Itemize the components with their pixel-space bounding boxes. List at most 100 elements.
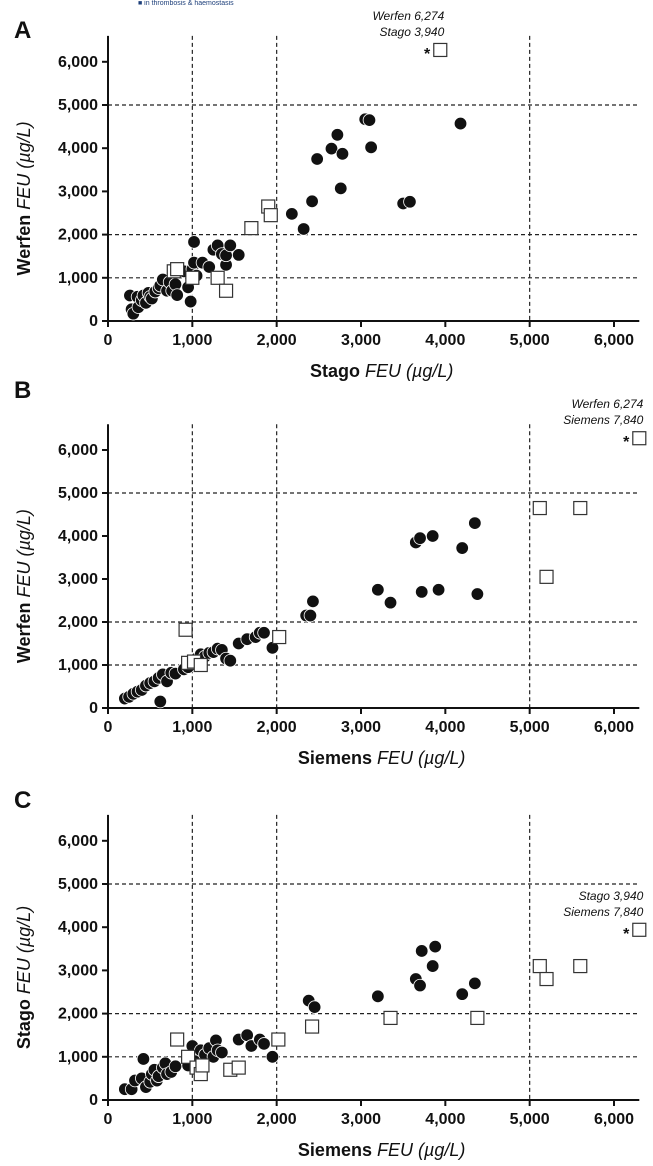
data-point-square [383, 1010, 398, 1026]
x-tick-label: 2,000 [257, 719, 297, 736]
outlier-note-line: Stago 3,940 [579, 889, 644, 903]
y-axis-title: Werfen FEU (µg/L) [14, 121, 34, 275]
outlier-asterisk: * [623, 434, 630, 451]
data-point-square [170, 262, 185, 277]
data-point-square [470, 1010, 485, 1026]
journal-header-strip: ■ in thrombosis & haemostasis [138, 0, 234, 7]
outlier-note-line: Werfen 6,274 [571, 397, 643, 411]
data-point-circle [470, 587, 485, 601]
data-point-square [573, 500, 588, 516]
y-tick-label: 0 [89, 313, 98, 330]
y-tick-label: 2,000 [58, 614, 98, 631]
data-point-square [170, 1032, 185, 1047]
data-point-circle [330, 128, 345, 142]
y-tick-label: 6,000 [58, 833, 98, 850]
data-point-circle [413, 978, 427, 993]
data-point-circle [232, 248, 246, 262]
y-tick-label: 4,000 [58, 140, 98, 157]
y-tick-label: 1,000 [58, 657, 98, 674]
outlier-note-line: Stago 3,940 [380, 25, 445, 39]
data-point-circle [425, 529, 440, 543]
data-point-square [193, 657, 208, 673]
panel-b: B 0 1,000 2,000 3,000 4,000 5,000 6,000 0 1,000 2,… [14, 377, 647, 768]
y-tick-label: 1,000 [58, 1049, 98, 1066]
data-point-square [573, 958, 588, 974]
y-tick-label: 6,000 [58, 54, 98, 71]
y-tick-label: 0 [89, 1092, 98, 1109]
data-point-circle [257, 626, 271, 640]
x-tick-label: 2,000 [257, 1111, 297, 1128]
data-point-circle [371, 989, 385, 1004]
data-point-square [210, 270, 225, 285]
data-point-square [181, 1049, 196, 1064]
y-tick-label: 1,000 [58, 270, 98, 287]
y-tick-label: 2,000 [58, 1006, 98, 1023]
data-point-circle [364, 140, 378, 155]
x-tick-label: 6,000 [594, 1111, 634, 1128]
data-point-square [304, 1019, 320, 1034]
outlier-note-line: Werfen 6,274 [372, 9, 444, 23]
x-tick-label: 0 [104, 1111, 113, 1128]
x-tick-label: 0 [104, 332, 113, 349]
x-tick-label: 5,000 [510, 332, 550, 349]
data-point-square [632, 431, 647, 446]
x-tick-label: 1,000 [172, 1111, 212, 1128]
x-tick-label: 6,000 [594, 719, 634, 736]
y-tick-label: 6,000 [58, 442, 98, 459]
x-tick-label: 6,000 [594, 332, 634, 349]
data-point-square [244, 221, 259, 236]
data-point-circle [415, 944, 429, 958]
y-axis-title: Werfen FEU (µg/L) [14, 509, 34, 663]
data-point-square [632, 922, 647, 937]
y-tick-label: 3,000 [58, 962, 98, 979]
y-tick-label: 3,000 [58, 571, 98, 588]
data-point-square [433, 42, 448, 58]
data-point-circle [415, 585, 429, 599]
x-tick-label: 1,000 [172, 332, 212, 349]
data-point-square [185, 270, 200, 285]
data-point-circle [187, 235, 201, 249]
x-tick-label: 2,000 [257, 332, 297, 349]
x-tick-label: 0 [104, 719, 113, 736]
data-point-circle [371, 583, 385, 597]
data-point-square [539, 971, 554, 987]
data-point-circle [431, 583, 446, 597]
data-point-square [271, 1032, 286, 1047]
data-point-circle [383, 595, 398, 610]
data-point-circle [183, 294, 198, 309]
x-axis-title: Siemens FEU (µg/L) [298, 748, 465, 768]
data-point-square [272, 629, 287, 645]
panel-letter: C [14, 787, 31, 814]
data-point-circle [334, 181, 348, 196]
panel-letter: B [14, 377, 31, 404]
x-axis-title: Stago FEU (µg/L) [310, 361, 453, 381]
outlier-asterisk: * [623, 926, 630, 943]
data-point-circle [296, 222, 311, 236]
data-point-circle [413, 531, 427, 545]
data-point-square [178, 622, 193, 637]
data-point-square [195, 1058, 210, 1073]
y-tick-label: 0 [89, 700, 98, 717]
data-point-circle [257, 1037, 271, 1051]
y-tick-label: 5,000 [58, 876, 98, 893]
data-point-circle [170, 288, 184, 302]
data-point-circle [306, 594, 320, 609]
data-point-circle [202, 260, 216, 274]
outlier-asterisk: * [424, 46, 431, 63]
x-tick-label: 5,000 [510, 719, 550, 736]
panel-c: C 0 1,000 2,000 3,000 4,000 5,000 6,000 0 1,000 2,… [14, 787, 647, 1160]
y-tick-label: 4,000 [58, 919, 98, 936]
data-point-circle [168, 1059, 183, 1074]
data-point-circle [468, 976, 482, 991]
data-point-circle [265, 1050, 280, 1064]
data-point-circle [428, 939, 442, 954]
data-point-square [539, 569, 554, 584]
data-point-circle [453, 116, 468, 131]
x-tick-label: 4,000 [425, 1111, 465, 1128]
x-tick-label: 3,000 [341, 1111, 381, 1128]
panel-a: A 0 1,000 2,000 3,000 4,000 5,000 6,000 0 1,000 2,… [14, 9, 640, 381]
x-tick-label: 4,000 [425, 332, 465, 349]
x-tick-label: 3,000 [341, 332, 381, 349]
x-axis-title: Siemens FEU (µg/L) [298, 1140, 465, 1160]
